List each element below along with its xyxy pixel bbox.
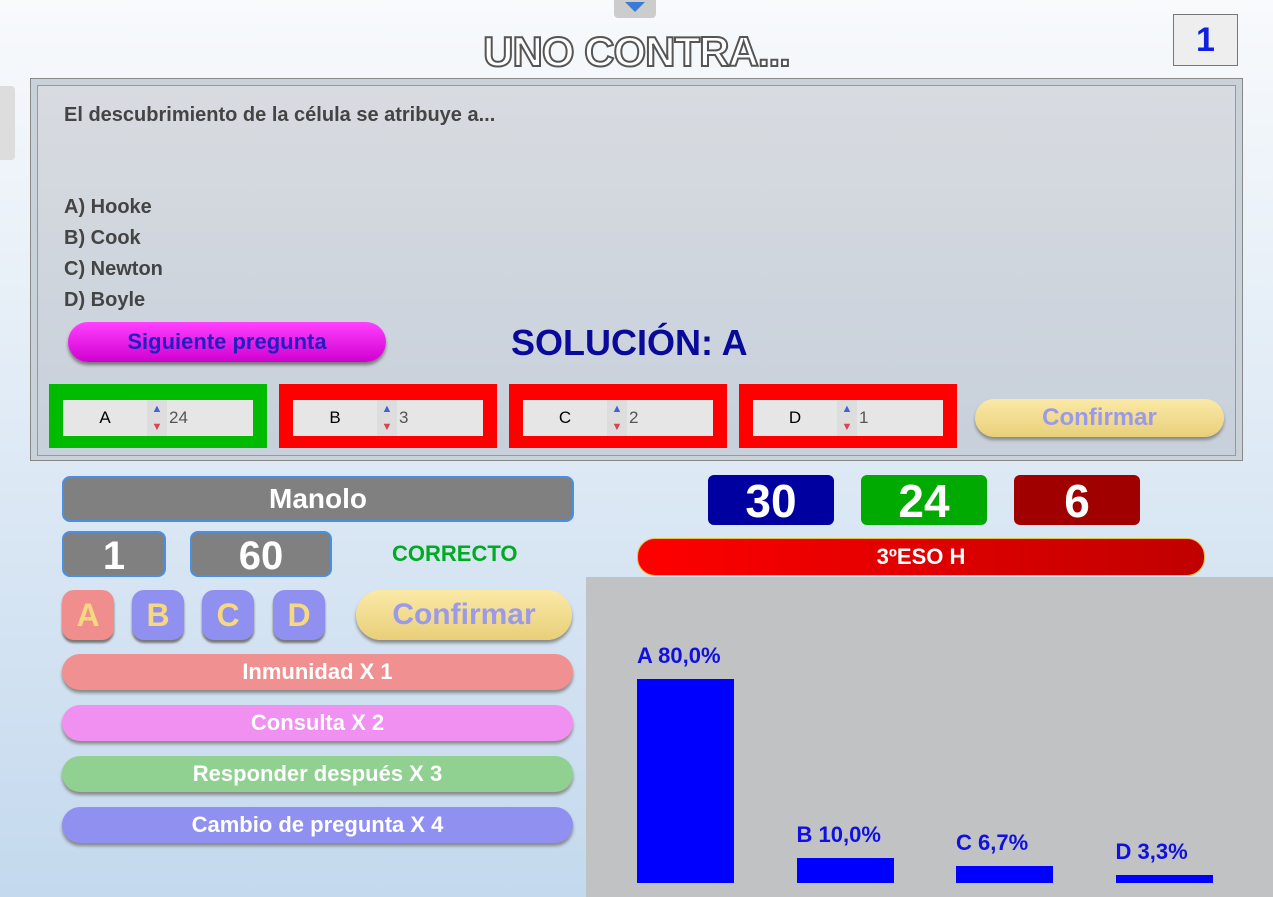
answer-letter: D <box>788 408 802 427</box>
answer-chart: A 80,0% B 10,0% C 6,7% D 3,3% <box>586 577 1273 897</box>
next-question-button[interactable]: Siguiente pregunta <box>68 322 386 362</box>
group-name: 3ºESO H <box>637 538 1205 576</box>
spinner-arrows-icon[interactable]: ▲ ▼ <box>607 400 627 436</box>
option-a: A) Hooke <box>64 196 152 218</box>
bar-label-b: B 10,0% <box>796 821 881 847</box>
confirm-answer-button[interactable]: Confirmar <box>356 590 572 640</box>
answer-count-field: B ▲ ▼ 3 <box>293 400 483 436</box>
player-points: 60 <box>190 531 332 578</box>
answer-count-input[interactable]: 1 <box>859 408 869 427</box>
answer-d-button[interactable]: D <box>273 590 325 640</box>
option-d: D) Boyle <box>64 289 146 311</box>
option-c: C) Newton <box>64 258 163 280</box>
bar-d <box>1115 874 1213 883</box>
score-wrong: 6 <box>1014 475 1140 527</box>
answer-letter: B <box>329 408 341 427</box>
answer-count-box-c: C ▲ ▼ 2 <box>509 384 727 448</box>
solution-text: SOLUCIÓN: A <box>511 322 748 363</box>
lifeline-consult-button[interactable]: Consulta X 2 <box>62 705 573 741</box>
answer-c-button[interactable]: C <box>202 590 254 640</box>
spinner-arrows-icon[interactable]: ▲ ▼ <box>147 400 167 436</box>
answer-b-button[interactable]: B <box>132 590 184 640</box>
bar-a <box>637 679 734 883</box>
spinner-arrows-icon[interactable]: ▲ ▼ <box>377 400 397 436</box>
spinner-arrows-icon[interactable]: ▲ ▼ <box>837 400 857 436</box>
bar-label-a: A 80,0% <box>637 643 721 668</box>
player-level: 1 <box>62 531 166 578</box>
answer-letter: C <box>558 408 572 427</box>
answer-letter: A <box>99 408 111 427</box>
answer-count-box-b: B ▲ ▼ 3 <box>279 384 497 448</box>
confirm-count-button[interactable]: Confirmar <box>975 399 1224 437</box>
bar-label-d: D 3,3% <box>1115 838 1188 864</box>
question-number: 1 <box>1173 14 1238 66</box>
answer-count-input[interactable]: 24 <box>169 408 188 427</box>
player-name: Manolo <box>62 476 574 522</box>
answer-count-field: C ▲ ▼ 2 <box>523 400 713 436</box>
answer-count-input[interactable]: 2 <box>629 408 639 427</box>
lifeline-answer-later-button[interactable]: Responder después X 3 <box>62 756 573 792</box>
answer-count-box-d: D ▲ ▼ 1 <box>739 384 957 448</box>
lifeline-immunity-button[interactable]: Inmunidad X 1 <box>62 654 573 690</box>
bar-label-c: C 6,7% <box>956 829 1029 855</box>
answer-count-input[interactable]: 3 <box>399 408 409 427</box>
page-title: UNO CONTRA... <box>482 27 792 76</box>
bar-c <box>956 865 1053 883</box>
answer-count-box-a: A ▲ ▼ 24 <box>49 384 267 448</box>
question-text: El descubrimiento de la célula se atribu… <box>64 104 496 126</box>
score-correct: 24 <box>861 475 987 527</box>
result-status: CORRECTO <box>392 541 518 566</box>
bar-b <box>796 857 894 883</box>
score-total: 30 <box>708 475 834 527</box>
answer-count-field: A ▲ ▼ 24 <box>63 400 253 436</box>
option-b: B) Cook <box>64 227 141 249</box>
lifeline-change-question-button[interactable]: Cambio de pregunta X 4 <box>62 807 573 843</box>
answer-a-button[interactable]: A <box>62 590 114 640</box>
collapse-toggle-button[interactable] <box>614 0 656 18</box>
answer-count-field: D ▲ ▼ 1 <box>753 400 943 436</box>
side-arrows-button[interactable] <box>0 86 15 160</box>
